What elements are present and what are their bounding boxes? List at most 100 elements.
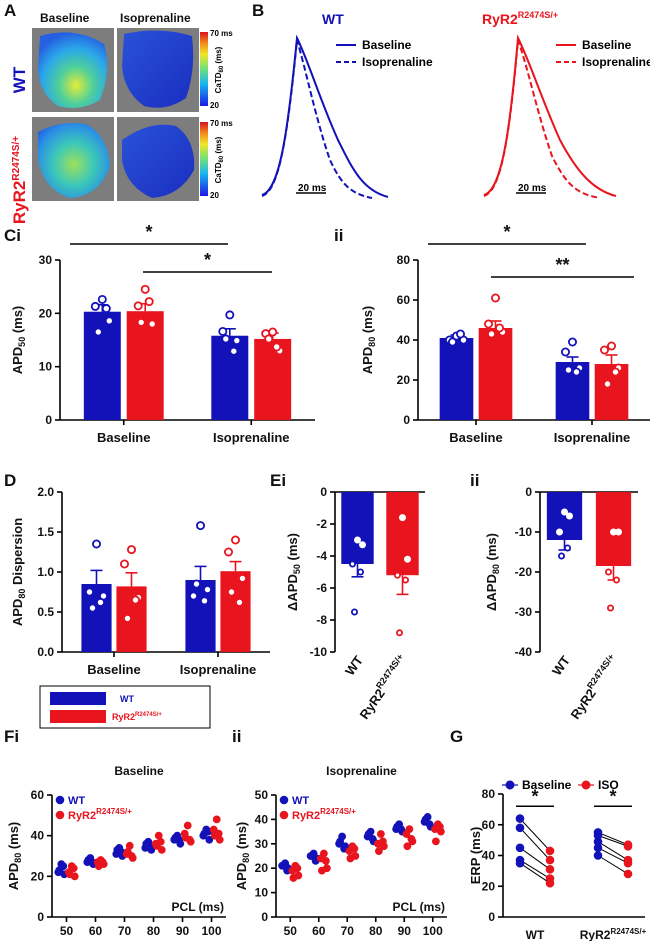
chart-fii-legend-0: WT	[292, 795, 309, 807]
pair-baseline-0-1	[515, 823, 525, 833]
chart-eii-ytick-label-2: -20	[515, 565, 533, 579]
bar-1	[386, 492, 419, 576]
chart-cii-ytick-label-4: 80	[397, 253, 411, 267]
map-row-label-mut: RyR2R2474S/+	[10, 136, 29, 224]
point-1-2	[605, 568, 613, 576]
pair-baseline-0-2	[515, 843, 525, 853]
chart-ci-ytick-label-1: 10	[39, 360, 53, 374]
sig-label-1: **	[555, 255, 569, 275]
trace-mut-iso	[483, 39, 601, 199]
pair-line-0-0	[519, 818, 551, 852]
pair-line-1-4	[597, 855, 629, 875]
point-0-2-3	[336, 837, 345, 846]
point-1-1-3	[264, 334, 274, 344]
point-1-0-3	[122, 613, 132, 623]
point-1-3	[613, 576, 621, 584]
chart-eii-ytick-label-0: 0	[525, 485, 532, 499]
bar-1-0	[126, 311, 164, 420]
point-0-1-1	[560, 347, 570, 357]
point-1-3-4	[378, 837, 387, 846]
point-1-1-3	[317, 866, 326, 875]
colorbar-wt	[200, 32, 208, 106]
panel-label-c: Ci	[4, 226, 21, 245]
chart-ei-ytick-label-0: 0	[320, 485, 327, 499]
xtick-label-1: 60	[89, 924, 103, 938]
pair-baseline-0-0	[515, 814, 525, 823]
point-1-0-4	[495, 323, 505, 333]
point-0-4	[558, 552, 566, 560]
panel-label-f: Fi	[4, 727, 19, 746]
point-1-0-0	[126, 545, 136, 555]
colorbar-mut-bottom: 20	[210, 191, 219, 200]
point-0-5-2	[205, 835, 214, 844]
chart-fi-ytick-label-3: 60	[31, 788, 45, 802]
legend-box-wt-swatch	[50, 692, 106, 705]
bar-0	[546, 492, 583, 540]
pair-iso-0-2	[545, 865, 555, 874]
legend-box: WT RyR2R2474S/+	[39, 685, 211, 729]
map-col-title-baseline: Baseline	[40, 11, 90, 25]
bar-1-0	[478, 328, 513, 420]
point-1-1-3	[603, 379, 613, 389]
point-0-0	[353, 536, 361, 544]
point-0-1-3	[221, 334, 231, 344]
chart-fii-legend-marker-1	[279, 810, 289, 820]
chart-fii-ytick-label-0: 0	[261, 910, 268, 924]
chart-ci-ytick-label-2: 20	[39, 306, 53, 320]
sig-label-0: *	[531, 786, 538, 806]
chart-cii-ytick-label-2: 40	[397, 333, 411, 347]
colorbar-wt-label: CaTD80 (ms)	[214, 46, 225, 93]
point-1-1-0	[230, 535, 240, 545]
point-1-0-3	[65, 870, 74, 879]
chart-g-legend-0: Baseline	[522, 778, 572, 792]
sig-label-1: *	[204, 250, 211, 270]
point-0-5-3	[421, 815, 430, 824]
point-1-5-3	[431, 837, 440, 846]
colorbar-mut-top: 70 ms	[210, 119, 233, 128]
point-0-1-3	[192, 579, 202, 589]
chart-g: 0 20 40 60 80 * WT * RyR2R2474S/+ Baseline ISO ERP …	[468, 778, 647, 941]
point-1-1-3	[226, 587, 236, 597]
legend-box-mut-swatch	[50, 710, 106, 723]
x-category-0: Baseline	[87, 662, 140, 677]
scale-bar-wt-label: 20 ms	[298, 183, 327, 194]
xtick-label-0: 50	[284, 924, 298, 938]
chart-fi-ytick-label-0: 0	[37, 910, 44, 924]
legend-box-mut: RyR2R2474S/+	[112, 712, 162, 722]
point-1-1-2	[237, 573, 247, 583]
point-0-5-4	[425, 820, 434, 829]
point-0-1	[566, 512, 574, 520]
chart-fi-xlabel: PCL (ms)	[172, 900, 224, 914]
point-0-0-2	[104, 316, 114, 326]
xtick-label-4: 90	[176, 924, 190, 938]
legend-mut-iso: Isoprenaline	[582, 55, 650, 69]
point-1-0-4	[130, 595, 140, 605]
chart-fi-legend-0: WT	[68, 795, 85, 807]
point-1-4-4	[185, 835, 194, 844]
point-1-0-2	[147, 319, 157, 329]
chart-d-ytick-label-4: 2.0	[37, 485, 54, 499]
point-1-4-1	[402, 830, 411, 838]
chart-d-ylabel: APD80 Dispersion	[10, 518, 27, 626]
point-0-3	[356, 568, 364, 576]
colorbar-wt-top: 70 ms	[210, 29, 233, 38]
point-1-4	[395, 629, 403, 637]
xtick-label-5: 100	[201, 924, 221, 938]
point-1-0-1	[119, 559, 129, 569]
point-0-0-3	[88, 603, 98, 613]
point-1-2-0	[125, 841, 134, 850]
point-1-0-1	[484, 319, 494, 329]
chart-d-ytick-label-3: 1.5	[37, 525, 54, 539]
point-0-1-0	[567, 337, 577, 347]
point-1-2-4	[127, 852, 136, 860]
point-0-3	[564, 544, 572, 552]
sig-label-0: *	[503, 222, 510, 242]
x-category-1: Isoprenaline	[554, 430, 631, 445]
bar-0	[341, 492, 374, 564]
chart-fii-ytick-label-1: 10	[255, 886, 269, 900]
chart-ci-ytick-label-0: 0	[45, 413, 52, 427]
point-0-1-4	[571, 367, 581, 377]
chart-cii-ylabel: APD80 (ms)	[360, 306, 377, 375]
point-1-1-4	[234, 597, 244, 607]
